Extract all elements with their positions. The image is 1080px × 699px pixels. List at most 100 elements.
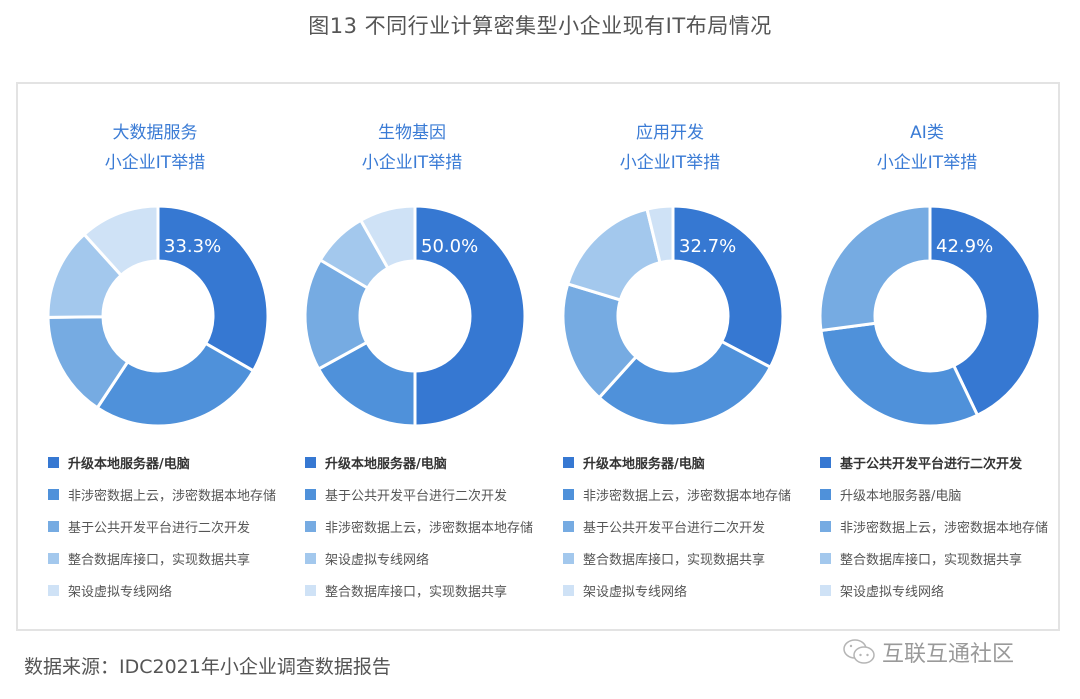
donut-chart: 50.0%	[303, 204, 527, 428]
legend-swatch	[305, 584, 316, 596]
legend-swatch	[305, 520, 316, 532]
legend-swatch	[48, 520, 59, 532]
legend-item: 非涉密数据上云，涉密数据本地存储	[563, 478, 791, 510]
chart-title-line1: 生物基因	[378, 123, 446, 143]
chart-title-line1: 应用开发	[636, 123, 704, 143]
legend-label: 非涉密数据上云，涉密数据本地存储	[68, 488, 277, 504]
legend: 升级本地服务器/电脑基于公共开发平台进行二次开发非涉密数据上云，涉密数据本地存储…	[305, 446, 533, 606]
chart-title: 生物基因 小企业IT举措	[283, 118, 541, 178]
slice-value-label: 32.7%	[679, 236, 736, 257]
figure-title: 图13 不同行业计算密集型小企业现有IT布局情况	[308, 14, 772, 38]
legend-item: 整合数据库接口，实现数据共享	[48, 542, 276, 574]
legend-label: 整合数据库接口，实现数据共享	[68, 552, 251, 568]
legend-item: 整合数据库接口，实现数据共享	[820, 542, 1048, 574]
legend-item: 升级本地服务器/电脑	[820, 478, 1048, 510]
legend-label: 升级本地服务器/电脑	[840, 488, 962, 504]
data-source: 数据来源：IDC2021年小企业调查数据报告	[24, 656, 391, 678]
donut-slice	[413, 204, 527, 428]
legend-item: 基于公共开发平台进行二次开发	[563, 510, 791, 542]
legend-label: 基于公共开发平台进行二次开发	[68, 520, 251, 536]
donut-slice	[671, 204, 785, 370]
charts-panel: 大数据服务 小企业IT举措 33.3% 升级本地服务器/电脑非涉密数据上云，涉密…	[16, 82, 1060, 631]
legend-label: 架设虚拟专线网络	[68, 584, 173, 600]
legend-item: 非涉密数据上云，涉密数据本地存储	[305, 510, 533, 542]
chart-title-line1: 大数据服务	[112, 123, 198, 143]
legend-label: 整合数据库接口，实现数据共享	[325, 584, 508, 600]
legend-label: 架设虚拟专线网络	[325, 552, 430, 568]
legend-item: 基于公共开发平台进行二次开发	[820, 446, 1048, 478]
legend-label: 升级本地服务器/电脑	[68, 456, 190, 472]
legend-item: 升级本地服务器/电脑	[48, 446, 276, 478]
legend-label: 非涉密数据上云，涉密数据本地存储	[325, 520, 534, 536]
donut-slice	[818, 204, 932, 333]
chart-big-data: 大数据服务 小企业IT举措 33.3% 升级本地服务器/电脑非涉密数据上云，涉密…	[26, 84, 284, 633]
slice-value-label: 42.9%	[936, 236, 993, 257]
legend-swatch	[48, 488, 59, 500]
chart-title: 大数据服务 小企业IT举措	[26, 118, 284, 178]
legend-label: 架设虚拟专线网络	[583, 584, 688, 600]
slice-value-label: 50.0%	[421, 236, 478, 257]
chart-ai: AI类 小企业IT举措 42.9% 基于公共开发平台进行二次开发 升级本地服务器/…	[798, 84, 1056, 633]
legend-swatch	[820, 456, 831, 468]
legend-swatch	[563, 488, 574, 500]
legend-swatch	[305, 456, 316, 468]
legend-item: 升级本地服务器/电脑	[563, 446, 791, 478]
legend-swatch	[48, 552, 59, 564]
chart-title: AI类 小企业IT举措	[798, 118, 1056, 178]
legend-label: 基于公共开发平台进行二次开发	[325, 488, 508, 504]
legend-swatch	[820, 520, 831, 532]
legend-item: 整合数据库接口，实现数据共享	[305, 574, 533, 606]
legend-item: 非涉密数据上云，涉密数据本地存储	[820, 510, 1048, 542]
legend: 基于公共开发平台进行二次开发 升级本地服务器/电脑非涉密数据上云，涉密数据本地存储…	[820, 446, 1048, 606]
legend-swatch	[48, 456, 59, 468]
legend-label: 非涉密数据上云，涉密数据本地存储	[840, 520, 1049, 536]
legend-swatch	[563, 456, 574, 468]
legend-item: 架设虚拟专线网络	[48, 574, 276, 606]
donut-chart: 32.7%	[561, 204, 785, 428]
watermark: 互联互通社区	[842, 636, 1014, 668]
legend-swatch	[820, 552, 831, 564]
chart-title: 应用开发 小企业IT举措	[541, 118, 799, 178]
donut-slice	[928, 204, 1042, 418]
legend-item: 非涉密数据上云，涉密数据本地存储	[48, 478, 276, 510]
legend-item: 整合数据库接口，实现数据共享	[563, 542, 791, 574]
donut-slice	[358, 204, 417, 271]
chart-title-line2: 小企业IT举措	[104, 153, 206, 173]
legend-label: 整合数据库接口，实现数据共享	[583, 552, 766, 568]
watermark-text: 互联互通社区	[882, 642, 1015, 667]
chart-title-line1: AI类	[910, 123, 944, 143]
wechat-icon	[843, 639, 875, 664]
legend-item: 架设虚拟专线网络	[305, 542, 533, 574]
legend-swatch	[305, 552, 316, 564]
donut-slice	[565, 207, 662, 302]
legend-swatch	[563, 520, 574, 532]
legend-label: 基于公共开发平台进行二次开发	[840, 456, 1023, 472]
chart-title-line2: 小企业IT举措	[876, 153, 978, 173]
legend-label: 整合数据库接口，实现数据共享	[840, 552, 1023, 568]
legend-label: 架设虚拟专线网络	[840, 584, 945, 600]
legend-swatch	[305, 488, 316, 500]
legend-swatch	[48, 584, 59, 596]
legend-swatch	[820, 488, 831, 500]
legend-item: 架设虚拟专线网络	[820, 574, 1048, 606]
legend-label: 基于公共开发平台进行二次开发	[583, 520, 766, 536]
donut-chart: 42.9%	[818, 204, 1042, 428]
chart-title-line2: 小企业IT举措	[619, 153, 721, 173]
donut-slice	[156, 204, 270, 373]
legend-item: 基于公共开发平台进行二次开发	[305, 478, 533, 510]
legend-swatch	[820, 584, 831, 596]
legend-label: 升级本地服务器/电脑	[583, 456, 705, 472]
chart-title-line2: 小企业IT举措	[361, 153, 463, 173]
donut-slice	[597, 339, 773, 428]
slice-value-label: 33.3%	[164, 236, 221, 257]
donut-slice	[95, 341, 256, 428]
donut-slice	[819, 321, 980, 428]
donut-slice	[645, 204, 675, 265]
chart-app-dev: 应用开发 小企业IT举措 32.7% 升级本地服务器/电脑非涉密数据上云，涉密数…	[541, 84, 799, 633]
legend-swatch	[563, 584, 574, 596]
legend-item: 升级本地服务器/电脑	[305, 446, 533, 478]
legend-item: 架设虚拟专线网络	[563, 574, 791, 606]
legend-swatch	[563, 552, 574, 564]
legend-label: 非涉密数据上云，涉密数据本地存储	[583, 488, 792, 504]
legend-item: 基于公共开发平台进行二次开发	[48, 510, 276, 542]
